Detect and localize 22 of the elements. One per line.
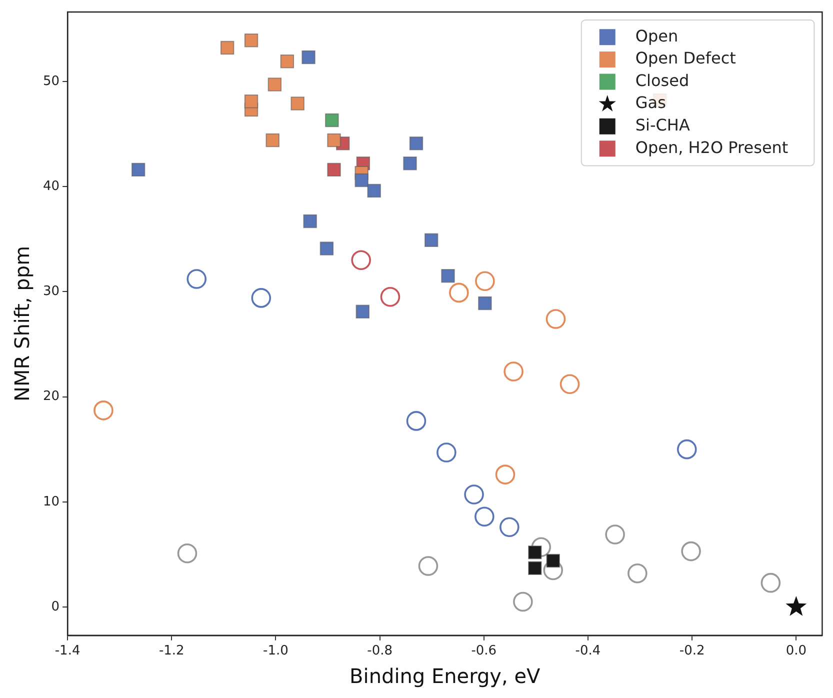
x-tick-label: -0.8 xyxy=(367,644,392,659)
legend-label: Open xyxy=(635,26,678,46)
legend-label: Gas xyxy=(635,93,666,112)
y-tick-label: 20 xyxy=(42,389,60,404)
y-tick-label: 50 xyxy=(42,74,60,89)
x-tick-label: -1.0 xyxy=(263,644,288,659)
y-tick-label: 0 xyxy=(51,599,60,614)
legend-label: Open Defect xyxy=(635,48,736,68)
x-tick-label: 0.0 xyxy=(786,644,807,659)
x-tick-label: -0.4 xyxy=(575,644,601,659)
y-tick-label: 30 xyxy=(42,284,60,300)
y-tick-label: 40 xyxy=(42,178,60,194)
x-tick-label: -0.2 xyxy=(679,644,705,659)
y-tick-label: 10 xyxy=(42,494,60,510)
x-axis-title: Binding Energy, eV xyxy=(350,664,541,688)
legend-label: Si-CHA xyxy=(635,116,690,135)
legend-label: Closed xyxy=(635,70,690,90)
y-axis-title: NMR Shift, ppm xyxy=(10,246,34,402)
x-tick-label: -0.6 xyxy=(471,644,497,659)
x-tick-label: -1.4 xyxy=(54,644,80,659)
legend-label: Open, H2O Present xyxy=(635,138,788,157)
x-tick-label: -1.2 xyxy=(158,644,184,659)
